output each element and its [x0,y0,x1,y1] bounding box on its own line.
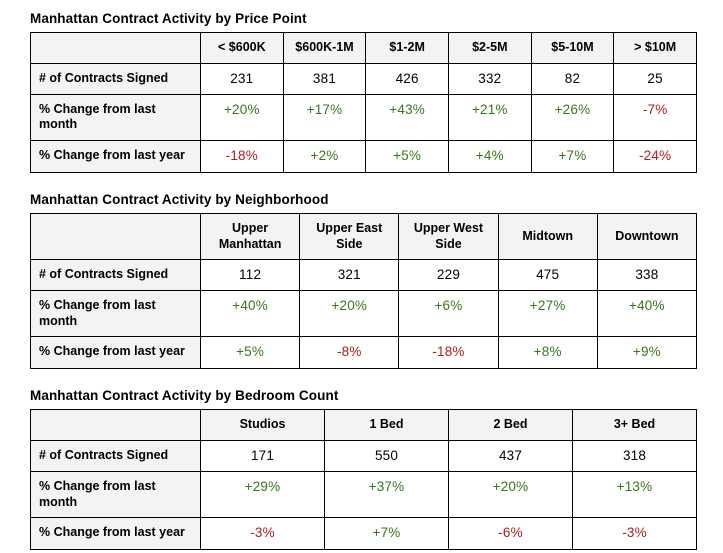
value-cell: 231 [200,62,284,95]
value-cell: -7% [613,93,697,141]
corner-cell [30,409,201,441]
value-cell: 437 [448,440,573,472]
table-row: % Change from last year +5% -8% -18% +8% +9% [30,336,698,370]
value-cell: +17% [282,93,367,141]
value-cell: +20% [448,470,573,519]
table-row: # of Contracts Signed 171 550 437 318 [30,440,697,472]
neighborhood-table: Upper Manhattan Upper East Side Upper West… [30,212,698,370]
value-cell: -18% [398,336,499,370]
bedroom-count-table: Studios 1 Bed 2 Bed 3+ Bed # of Contracts Si… [30,409,697,551]
value-cell: -8% [299,336,400,370]
value-cell: -3% [200,517,325,551]
value-cell: +29% [200,470,325,519]
column-header: Studios [200,409,325,441]
value-cell: +7% [324,517,449,551]
value-cell: +21% [447,93,532,141]
column-header: $1-2M [365,32,449,64]
table-row: % Change from last year -18% +2% +5% +4% +7% -… [30,139,697,173]
column-header: 2 Bed [448,409,573,441]
column-header: Downtown [596,212,698,261]
row-label: % Change from last year [30,139,201,173]
value-cell: 338 [596,259,698,292]
bedroom-count-table-title: Manhattan Contract Activity by Bedroom C… [30,388,339,404]
row-label: # of Contracts Signed [30,259,201,292]
row-label: % Change from last month [30,470,201,519]
table-row: % Change from last month +40% +20% +6% +27% +… [30,290,698,338]
row-label: % Change from last year [30,517,201,551]
value-cell: 25 [613,62,697,95]
value-cell: +40% [596,290,698,338]
bedroom-count-section: Manhattan Contract Activity by Bedroom C… [30,388,697,551]
header-row: Upper Manhattan Upper East Side Upper West… [30,212,698,261]
value-cell: +5% [199,336,301,370]
price-point-table-title: Manhattan Contract Activity by Price Poi… [30,11,307,26]
row-label: # of Contracts Signed [30,440,201,472]
column-header: $5-10M [530,32,615,64]
value-cell: +13% [572,470,697,519]
value-cell: +26% [530,93,615,141]
value-cell: 171 [200,440,325,472]
table-row: % Change from last month +29% +37% +20% +13% [30,470,697,519]
value-cell: 426 [365,62,449,95]
neighborhood-section: Manhattan Contract Activity by Neighborh… [30,191,698,370]
value-cell: +6% [398,290,499,338]
column-header: < $600K [200,32,284,64]
value-cell: +5% [365,139,449,173]
value-cell: 321 [299,259,400,292]
value-cell: +20% [299,290,400,338]
neighborhood-table-title: Manhattan Contract Activity by Neighborh… [30,191,329,207]
value-cell: 229 [398,259,499,292]
column-header: Upper East Side [299,212,400,261]
value-cell: -18% [200,139,284,173]
price-point-section: Manhattan Contract Activity by Price Poi… [30,11,697,173]
value-cell: +40% [199,290,301,338]
value-cell: +2% [282,139,367,173]
table-row: # of Contracts Signed 231 381 426 332 82 25 [30,62,697,95]
header-row: < $600K $600K-1M $1-2M $2-5M $5-10M > $10M [30,32,697,64]
column-header: $2-5M [447,32,532,64]
column-header: > $10M [613,32,697,64]
row-label: # of Contracts Signed [30,62,201,95]
value-cell: +27% [497,290,598,338]
table-row: % Change from last month +20% +17% +43% +21%… [30,93,697,141]
value-cell: +43% [365,93,449,141]
column-header: Upper Manhattan [199,212,301,261]
value-cell: 475 [497,259,598,292]
row-label: % Change from last month [30,93,201,141]
header-row: Studios 1 Bed 2 Bed 3+ Bed [30,409,697,441]
value-cell: -24% [613,139,697,173]
column-header: Midtown [497,212,598,261]
corner-cell [30,212,201,261]
column-header: 1 Bed [324,409,449,441]
row-label: % Change from last month [30,290,201,338]
price-point-table: < $600K $600K-1M $1-2M $2-5M $5-10M > $10M # o… [30,32,697,173]
value-cell: +7% [530,139,615,173]
table-row: % Change from last year -3% +7% -6% -3% [30,517,697,551]
value-cell: +20% [200,93,284,141]
value-cell: +8% [497,336,598,370]
row-label: % Change from last year [30,336,201,370]
value-cell: -3% [572,517,697,551]
value-cell: 550 [324,440,449,472]
value-cell: -6% [448,517,573,551]
value-cell: 332 [447,62,532,95]
column-header: $600K-1M [282,32,367,64]
value-cell: +9% [596,336,698,370]
value-cell: 381 [282,62,367,95]
column-header: Upper West Side [398,212,499,261]
value-cell: 318 [572,440,697,472]
corner-cell [30,32,201,64]
value-cell: 82 [530,62,615,95]
value-cell: +4% [447,139,532,173]
value-cell: +37% [324,470,449,519]
value-cell: 112 [199,259,301,292]
table-row: # of Contracts Signed 112 321 229 475 338 [30,259,698,292]
column-header: 3+ Bed [572,409,697,441]
